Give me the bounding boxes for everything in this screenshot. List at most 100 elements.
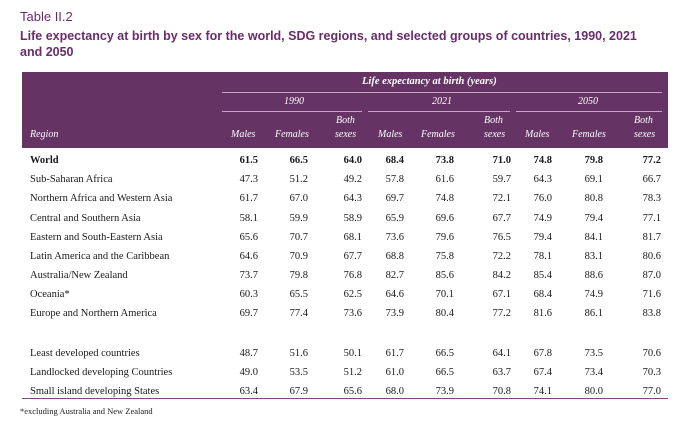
value-cell: 79.8	[289, 270, 308, 281]
value-cell: 77.2	[492, 308, 511, 319]
table-header: Life expectancy at birth (years) 1990 20…	[22, 72, 668, 148]
year-rule-2021	[368, 111, 510, 112]
value-cell: 73.6	[343, 308, 362, 319]
table-title: Life expectancy at birth by sex for the …	[20, 29, 637, 59]
col-males-2021: Males	[378, 129, 403, 140]
value-cell: 65.5	[289, 289, 308, 300]
value-cell: 66.5	[289, 155, 308, 166]
value-cell: 57.8	[385, 174, 404, 185]
value-cell: 73.5	[584, 348, 603, 359]
value-cell: 68.4	[385, 155, 404, 166]
footnote: *excluding Australia and New Zealand	[20, 406, 153, 416]
value-cell: 74.9	[533, 213, 552, 224]
table-row: Australia/New Zealand 73.7 79.8 76.8 82.7 85.…	[22, 267, 668, 286]
year-2050: 2050	[578, 96, 598, 107]
region-name: Northern Africa and Western Asia	[30, 193, 173, 204]
group-title: Life expectancy at birth (years)	[362, 76, 497, 87]
value-cell: 65.6	[239, 232, 258, 243]
value-cell: 71.0	[492, 155, 511, 166]
value-cell: 62.5	[343, 289, 362, 300]
value-cell: 77.1	[642, 213, 661, 224]
region-name: World	[30, 155, 59, 166]
col-both-2050-a: Both	[634, 115, 653, 126]
table-row: Landlocked developing Countries 49.0 53.5 5…	[22, 364, 668, 383]
col-both-1990-b: sexes	[335, 129, 357, 140]
table-row: World 61.5 66.5 64.0 68.4 73.8 71.0 74.8 79.8 77.…	[22, 152, 668, 171]
table-row: Northern Africa and Western Asia 61.7 67.0…	[22, 190, 668, 209]
value-cell: 72.1	[492, 193, 511, 204]
value-cell: 67.7	[343, 251, 362, 262]
value-cell: 80.6	[642, 251, 661, 262]
col-both-2050-b: sexes	[634, 129, 656, 140]
value-cell: 85.4	[533, 270, 552, 281]
value-cell: 49.2	[343, 174, 362, 185]
value-cell: 80.0	[584, 386, 603, 397]
value-cell: 70.1	[435, 289, 454, 300]
value-cell: 61.7	[239, 193, 258, 204]
value-cell: 83.1	[584, 251, 603, 262]
value-cell: 79.6	[435, 232, 454, 243]
value-cell: 76.5	[492, 232, 511, 243]
year-rule-2050	[516, 111, 662, 112]
table-row: Small island developing States 63.4 67.9 65…	[22, 383, 668, 402]
region-name: Latin America and the Caribbean	[30, 251, 170, 262]
value-cell: 74.1	[533, 386, 552, 397]
table-row: Europe and Northern America 69.7 77.4 73.6 7…	[22, 305, 668, 324]
region-name: Australia/New Zealand	[30, 270, 128, 281]
value-cell: 64.1	[492, 348, 511, 359]
value-cell: 67.7	[492, 213, 511, 224]
value-cell: 77.0	[642, 386, 661, 397]
value-cell: 73.8	[435, 155, 454, 166]
value-cell: 64.6	[239, 251, 258, 262]
value-cell: 75.8	[435, 251, 454, 262]
value-cell: 68.0	[385, 386, 404, 397]
value-cell: 58.9	[343, 213, 362, 224]
value-cell: 64.3	[533, 174, 552, 185]
value-cell: 76.0	[533, 193, 552, 204]
value-cell: 63.7	[492, 367, 511, 378]
region-name: Least developed countries	[30, 348, 140, 359]
region-name: Small island developing States	[30, 386, 160, 397]
value-cell: 68.1	[343, 232, 362, 243]
region-name: Central and Southern Asia	[30, 213, 141, 224]
year-2021: 2021	[432, 96, 452, 107]
value-cell: 61.6	[435, 174, 454, 185]
value-cell: 80.4	[435, 308, 454, 319]
value-cell: 79.4	[533, 232, 552, 243]
table-row: Central and Southern Asia 58.1 59.9 58.9 65.…	[22, 210, 668, 229]
table-row: Eastern and South-Eastern Asia 65.6 70.7 68…	[22, 229, 668, 248]
col-females-2050: Females	[572, 129, 606, 140]
value-cell: 74.9	[584, 289, 603, 300]
value-cell: 69.7	[239, 308, 258, 319]
value-cell: 73.7	[239, 270, 258, 281]
value-cell: 77.4	[289, 308, 308, 319]
table-bottom-rule	[22, 398, 668, 399]
value-cell: 67.8	[533, 348, 552, 359]
value-cell: 74.8	[435, 193, 454, 204]
value-cell: 53.5	[289, 367, 308, 378]
table-row: Oceania* 60.3 65.5 62.5 64.6 70.1 67.1 68.4 74.9…	[22, 286, 668, 305]
value-cell: 73.4	[584, 367, 603, 378]
region-header: Region	[30, 129, 59, 140]
region-name: Sub-Saharan Africa	[30, 174, 113, 185]
value-cell: 68.4	[533, 289, 552, 300]
value-cell: 84.2	[492, 270, 511, 281]
value-cell: 72.2	[492, 251, 511, 262]
value-cell: 66.5	[435, 348, 454, 359]
value-cell: 67.9	[289, 386, 308, 397]
year-rule-1990	[222, 111, 362, 112]
value-cell: 68.8	[385, 251, 404, 262]
value-cell: 84.1	[584, 232, 603, 243]
value-cell: 70.9	[289, 251, 308, 262]
value-cell: 66.7	[642, 174, 661, 185]
col-females-2021: Females	[421, 129, 455, 140]
value-cell: 48.7	[239, 348, 258, 359]
value-cell: 67.0	[289, 193, 308, 204]
col-males-2050: Males	[525, 129, 550, 140]
col-males-1990: Males	[231, 129, 256, 140]
col-both-2021-a: Both	[484, 115, 503, 126]
value-cell: 64.3	[343, 193, 362, 204]
value-cell: 74.8	[533, 155, 552, 166]
value-cell: 49.0	[239, 367, 258, 378]
